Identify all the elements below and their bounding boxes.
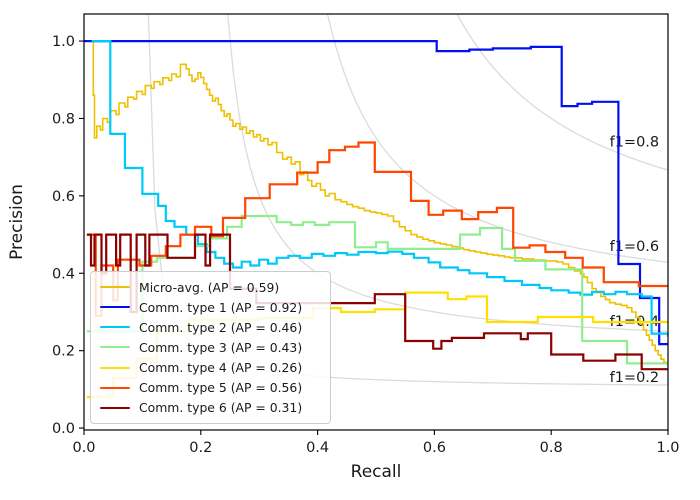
legend-line-swatch bbox=[100, 306, 130, 309]
y-tick-label: 0.8 bbox=[52, 111, 75, 127]
x-tick-label: 0.2 bbox=[189, 440, 212, 456]
legend-line-swatch bbox=[100, 386, 130, 389]
legend-line-swatch bbox=[100, 366, 130, 369]
legend-item-comm-type-1: Comm. type 1 (AP = 0.92) bbox=[100, 297, 321, 317]
y-tick-label: 0.2 bbox=[52, 344, 75, 360]
legend-line-swatch bbox=[100, 406, 130, 409]
legend-line-swatch bbox=[100, 346, 130, 349]
y-axis-label: Precision bbox=[7, 184, 27, 260]
x-tick-label: 0.8 bbox=[540, 440, 563, 456]
iso-f1-curve-0.4 bbox=[227, 14, 668, 332]
legend-item-label: Comm. type 1 (AP = 0.92) bbox=[139, 299, 303, 315]
x-tick-label: 0.0 bbox=[72, 440, 95, 456]
iso-f1-label-0.8: f1=0.8 bbox=[610, 135, 660, 151]
legend-item-label: Comm. type 2 (AP = 0.46) bbox=[139, 319, 303, 335]
pr-curve-comm-type-6 bbox=[86, 233, 668, 371]
y-tick-label: 0.6 bbox=[52, 189, 75, 205]
legend-item-comm-type-5: Comm. type 5 (AP = 0.56) bbox=[100, 378, 321, 398]
legend-item-label: Comm. type 6 (AP = 0.31) bbox=[139, 400, 303, 416]
pr-curve-micro-avg bbox=[91, 40, 668, 364]
x-tick-label: 0.6 bbox=[423, 440, 446, 456]
iso-f1-curve-0.8 bbox=[456, 14, 668, 171]
x-tick-label: 0.4 bbox=[306, 440, 329, 456]
legend-item-comm-type-4: Comm. type 4 (AP = 0.26) bbox=[100, 358, 321, 378]
x-tick-label: 1.0 bbox=[656, 440, 679, 456]
y-tick-label: 0.4 bbox=[52, 266, 75, 282]
y-tick-label: 1.0 bbox=[52, 34, 75, 50]
legend-item-micro-avg: Micro-avg. (AP = 0.59) bbox=[100, 277, 321, 297]
pr-curve-comm-type-2 bbox=[91, 40, 668, 337]
iso-f1-curve-0.6 bbox=[326, 14, 668, 263]
iso-f1-label-0.6: f1=0.6 bbox=[610, 239, 660, 255]
legend: Micro-avg. (AP = 0.59) Comm. type 1 (AP =… bbox=[90, 271, 331, 424]
legend-line-swatch bbox=[100, 326, 130, 329]
x-axis-label: Recall bbox=[351, 462, 402, 482]
legend-item-label: Comm. type 4 (AP = 0.26) bbox=[139, 360, 303, 376]
legend-item-comm-type-2: Comm. type 2 (AP = 0.46) bbox=[100, 317, 321, 337]
legend-item-label: Micro-avg. (AP = 0.59) bbox=[139, 279, 280, 295]
axes-frame bbox=[83, 13, 669, 431]
legend-item-label: Comm. type 3 (AP = 0.43) bbox=[139, 339, 303, 355]
pr-curve-comm-type-1 bbox=[84, 40, 668, 346]
legend-item-comm-type-3: Comm. type 3 (AP = 0.43) bbox=[100, 337, 321, 357]
legend-item-comm-type-6: Comm. type 6 (AP = 0.31) bbox=[100, 398, 321, 418]
legend-item-label: Comm. type 5 (AP = 0.56) bbox=[139, 380, 303, 396]
y-tick-label: 0.0 bbox=[52, 421, 75, 437]
iso-f1-label-0.2: f1=0.2 bbox=[610, 370, 660, 386]
legend-line-swatch bbox=[100, 286, 130, 289]
